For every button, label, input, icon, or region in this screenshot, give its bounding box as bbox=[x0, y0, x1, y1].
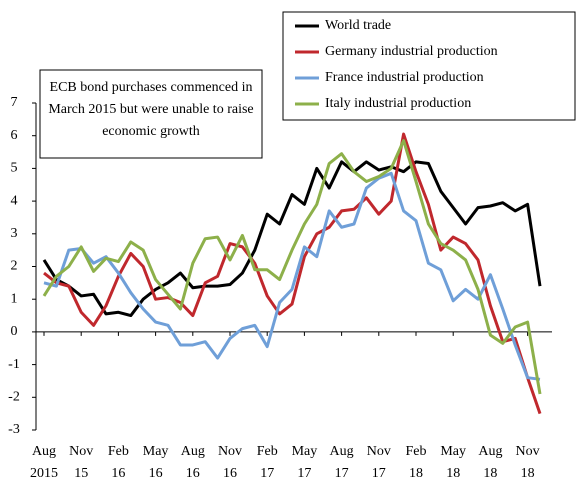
legend-box bbox=[282, 11, 576, 121]
y-tick-label: -2 bbox=[8, 390, 20, 405]
y-tick-label: 1 bbox=[11, 291, 18, 306]
x-tick-label: Aug bbox=[181, 444, 205, 459]
annotation: ECB bond purchases commenced in bbox=[50, 80, 253, 95]
legend-label: Germany industrial production bbox=[325, 44, 498, 59]
x-tick-label: 17 bbox=[260, 466, 274, 481]
x-tick-label: Aug bbox=[478, 444, 502, 459]
y-tick-label: 6 bbox=[11, 128, 18, 143]
legend-label: France industrial production bbox=[325, 70, 484, 85]
x-tick-label: 16 bbox=[186, 466, 200, 481]
x-tick-label: 17 bbox=[335, 466, 349, 481]
series-line bbox=[42, 139, 542, 395]
x-tick-label: 18 bbox=[483, 466, 497, 481]
x-tick-label: Feb bbox=[406, 444, 427, 459]
x-tick-label: Nov bbox=[516, 444, 540, 459]
legend-label: Italy industrial production bbox=[325, 96, 471, 111]
x-tick-label: May bbox=[292, 444, 318, 459]
x-tick-label: Nov bbox=[69, 444, 93, 459]
x-tick-label: 16 bbox=[149, 466, 163, 481]
x-tick-label: 2015 bbox=[30, 466, 58, 481]
y-tick-label: 3 bbox=[11, 226, 18, 241]
series-line bbox=[43, 132, 542, 415]
x-tick-label: 18 bbox=[409, 466, 423, 481]
y-tick-label: 2 bbox=[11, 259, 18, 274]
annotation: March 2015 but were unable to raise bbox=[48, 102, 253, 117]
x-tick-label: Nov bbox=[218, 444, 242, 459]
x-tick-label: May bbox=[143, 444, 169, 459]
series-line bbox=[43, 171, 541, 381]
y-tick-label: -3 bbox=[8, 422, 20, 437]
x-tick-label: Nov bbox=[367, 444, 391, 459]
y-tick-label: 7 bbox=[11, 95, 18, 110]
x-tick-label: May bbox=[440, 444, 466, 459]
y-tick-label: 0 bbox=[11, 324, 18, 339]
x-tick-label: 17 bbox=[297, 466, 311, 481]
legend-label: World trade bbox=[325, 18, 391, 33]
y-tick-label: 4 bbox=[11, 193, 18, 208]
x-tick-label: Aug bbox=[330, 444, 354, 459]
x-tick-label: 15 bbox=[74, 466, 88, 481]
x-tick-label: Feb bbox=[257, 444, 278, 459]
series-line bbox=[42, 160, 542, 318]
annotation-box bbox=[39, 69, 263, 159]
x-tick-label: 16 bbox=[111, 466, 125, 481]
y-tick-label: -1 bbox=[8, 357, 20, 372]
x-tick-label: 17 bbox=[372, 466, 386, 481]
x-tick-label: Aug bbox=[32, 444, 56, 459]
y-tick-label: 5 bbox=[11, 161, 18, 176]
x-tick-label: Feb bbox=[108, 444, 129, 459]
x-tick-label: 16 bbox=[223, 466, 237, 481]
annotation: economic growth bbox=[102, 124, 200, 139]
x-tick-label: 18 bbox=[446, 466, 460, 481]
x-tick-label: 18 bbox=[521, 466, 535, 481]
